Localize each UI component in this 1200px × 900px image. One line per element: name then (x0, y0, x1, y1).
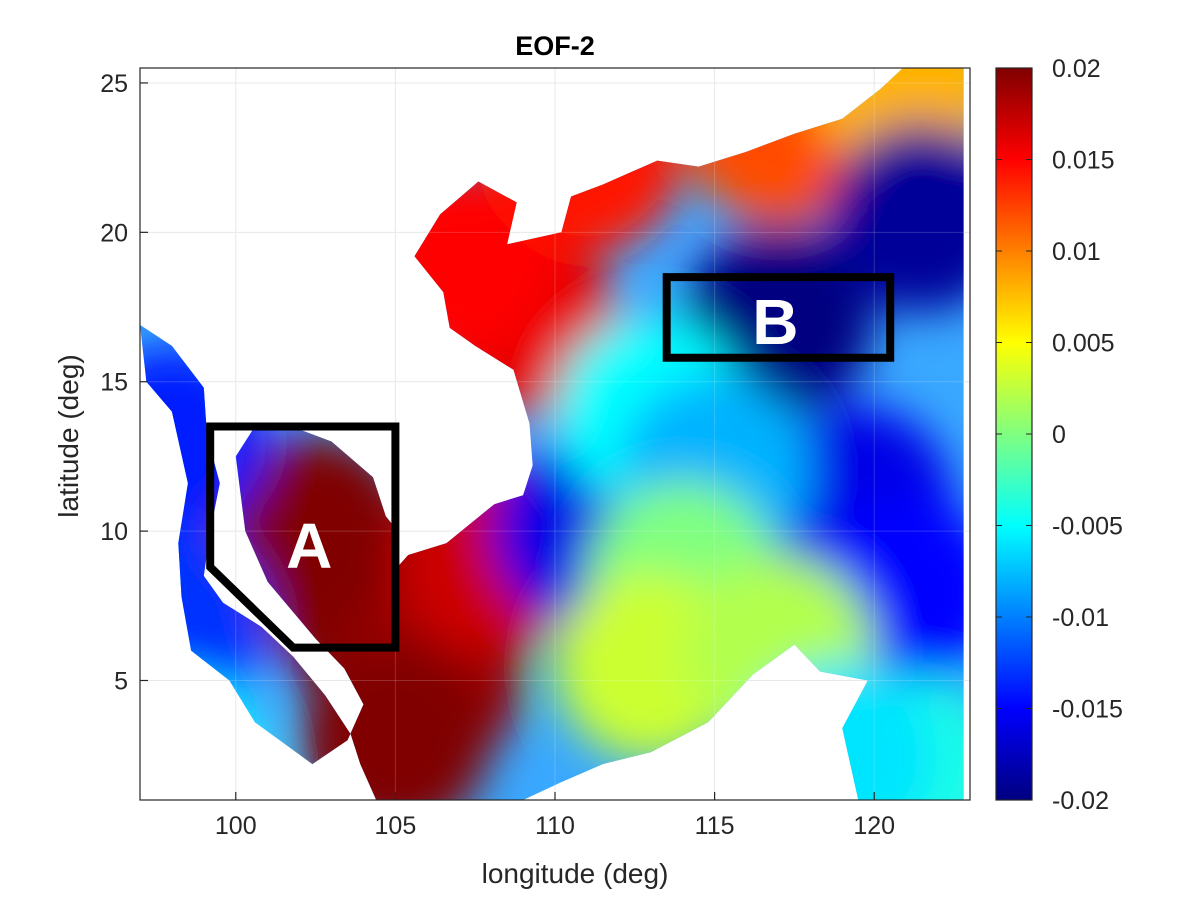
grid-lines-over-field (140, 68, 970, 800)
y-tick-label: 10 (100, 518, 128, 546)
x-tick-label: 115 (695, 812, 735, 840)
colorbar-tick-label: -0.01 (1052, 604, 1109, 632)
x-tick-label: 105 (375, 812, 417, 840)
y-tick-label: 25 (100, 70, 128, 98)
y-tick-label: 5 (114, 667, 128, 695)
colorbar-tick-label: -0.015 (1052, 696, 1123, 724)
region-a-box (206, 422, 400, 652)
y-tick-label: 15 (100, 369, 128, 397)
plot-axes: A B 100 105 110 115 120 5 10 15 20 25 (100, 67, 971, 840)
y-axis: 5 10 15 20 25 (100, 70, 148, 695)
y-axis-label: latitude (deg) (53, 354, 84, 517)
colorbar-tick-label: -0.005 (1052, 513, 1123, 541)
region-a-label: A (286, 510, 332, 582)
colorbar-ticks: 0.02 0.015 0.01 0.005 0 -0.005 -0.01 -0.015 -0.0… (996, 55, 1123, 815)
colorbar-tick-label: 0.015 (1052, 147, 1115, 175)
chart-title: EOF-2 (515, 31, 595, 61)
colorbar-tick-label: 0 (1052, 421, 1066, 449)
colorbar-tick-label: -0.02 (1052, 787, 1109, 815)
colorbar: 0.02 0.015 0.01 0.005 0 -0.005 -0.01 -0.015 -0.0… (995, 55, 1123, 815)
field-value-blob (827, 122, 964, 313)
x-tick-label: 100 (215, 812, 257, 840)
colorbar-tick-label: 0.01 (1052, 238, 1101, 266)
x-tick-label: 110 (535, 812, 575, 840)
x-axis: 100 105 110 115 120 (215, 792, 895, 840)
colorbar-tick-label: 0.005 (1052, 330, 1115, 358)
x-tick-label: 120 (853, 812, 895, 840)
region-b-label: B (752, 286, 798, 358)
x-axis-label: longitude (deg) (482, 858, 669, 889)
y-tick-label: 20 (100, 219, 128, 247)
region-b-box (662, 273, 895, 362)
colorbar-tick-label: 0.02 (1052, 55, 1101, 83)
